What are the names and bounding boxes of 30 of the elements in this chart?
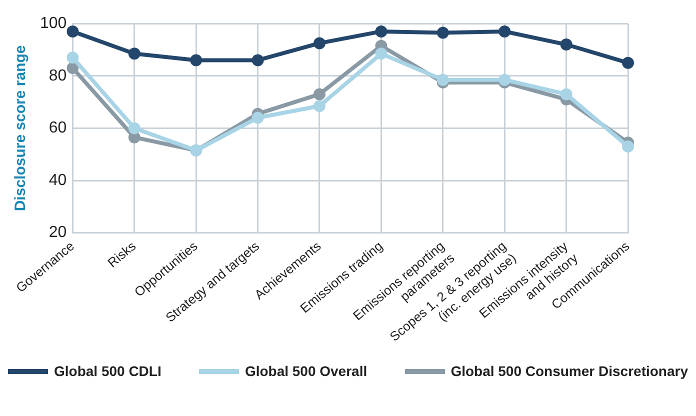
point xyxy=(436,26,449,39)
point xyxy=(66,25,79,38)
legend-label: Global 500 Overall xyxy=(244,363,368,379)
point xyxy=(375,48,388,60)
y-tick-label: 80 xyxy=(48,67,67,84)
point xyxy=(314,100,326,112)
y-tick-label: 100 xyxy=(40,15,67,32)
point xyxy=(252,112,264,124)
point xyxy=(560,88,572,100)
point xyxy=(314,88,326,100)
point xyxy=(622,140,634,153)
point xyxy=(128,122,140,134)
y-tick-label: 20 xyxy=(48,224,67,242)
point xyxy=(190,54,202,66)
point xyxy=(66,52,79,64)
point xyxy=(498,25,511,38)
y-axis-title: Disclosure score range xyxy=(12,45,30,212)
point xyxy=(128,48,140,60)
point xyxy=(560,38,572,51)
point xyxy=(622,56,634,69)
point xyxy=(66,62,79,74)
legend-label: Global 500 Consumer Discretionary xyxy=(450,363,688,379)
legend-label: Global 500 CDLI xyxy=(54,363,162,379)
y-tick-label: 60 xyxy=(48,120,67,137)
y-tick-label: 40 xyxy=(48,172,67,189)
point xyxy=(252,54,264,66)
point xyxy=(375,25,388,38)
point xyxy=(314,37,326,50)
point xyxy=(498,74,511,86)
point xyxy=(436,74,449,86)
